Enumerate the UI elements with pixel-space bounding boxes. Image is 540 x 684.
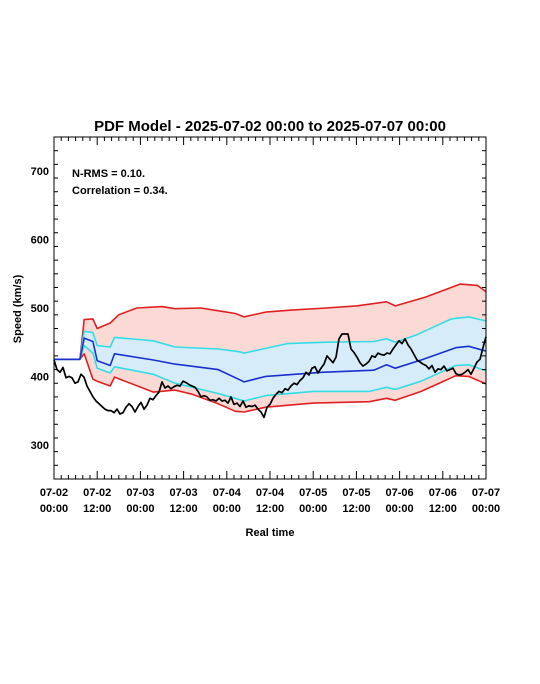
- x-tick-label: 07-06: [429, 487, 457, 499]
- upper-outer-line: [54, 283, 487, 361]
- x-tick-label: 12:00: [429, 503, 457, 515]
- median-line: [54, 337, 487, 383]
- x-tick-label: 07-03: [170, 487, 198, 499]
- y-tick-label: 400: [31, 371, 49, 383]
- x-tick-label: 12:00: [256, 503, 284, 515]
- y-tick-label: 500: [31, 303, 49, 315]
- lower-outer-line: [54, 352, 487, 413]
- x-tick-label: 00:00: [386, 503, 414, 515]
- x-tick-label: 07-04: [256, 487, 285, 499]
- x-tick-label: 07-02: [83, 487, 111, 499]
- chart-title: PDF Model - 2025-07-02 00:00 to 2025-07-…: [94, 118, 446, 135]
- x-tick-label: 12:00: [83, 503, 111, 515]
- x-tick-label: 00:00: [126, 503, 154, 515]
- x-tick-label: 12:00: [170, 503, 198, 515]
- annotation-nrms: N-RMS = 0.10.: [72, 168, 145, 180]
- x-tick-label: 07-07: [472, 487, 500, 499]
- x-tick-label: 00:00: [40, 503, 68, 515]
- x-tick-label: 07-05: [342, 487, 370, 499]
- x-tick-label: 00:00: [299, 503, 327, 515]
- x-tick-label: 07-04: [213, 487, 242, 499]
- upper-inner-line: [54, 316, 487, 361]
- lower-inner-line: [54, 344, 487, 402]
- x-tick-label: 00:00: [213, 503, 241, 515]
- observed-speed-line: [53, 333, 487, 419]
- annotation-correlation: Correlation = 0.34.: [72, 185, 168, 197]
- y-tick-label: 600: [31, 235, 49, 247]
- x-axis-label: Real time: [246, 527, 295, 539]
- y-tick-label: 700: [31, 166, 49, 178]
- x-tick-label: 12:00: [342, 503, 370, 515]
- plot-area: [53, 283, 487, 419]
- x-tick-label: 07-03: [126, 487, 154, 499]
- axes: 300 400 500 600 700 07-02 00:00 07-02 12:00 07-03…: [31, 136, 500, 515]
- y-axis-label: Speed (km/s): [12, 274, 24, 343]
- y-tick-label: 300: [31, 440, 49, 452]
- x-tick-label: 07-05: [299, 487, 327, 499]
- x-tick-label: 07-02: [40, 487, 68, 499]
- x-tick-label: 07-06: [386, 487, 414, 499]
- x-tick-label: 00:00: [472, 503, 500, 515]
- inner-band: [54, 316, 486, 401]
